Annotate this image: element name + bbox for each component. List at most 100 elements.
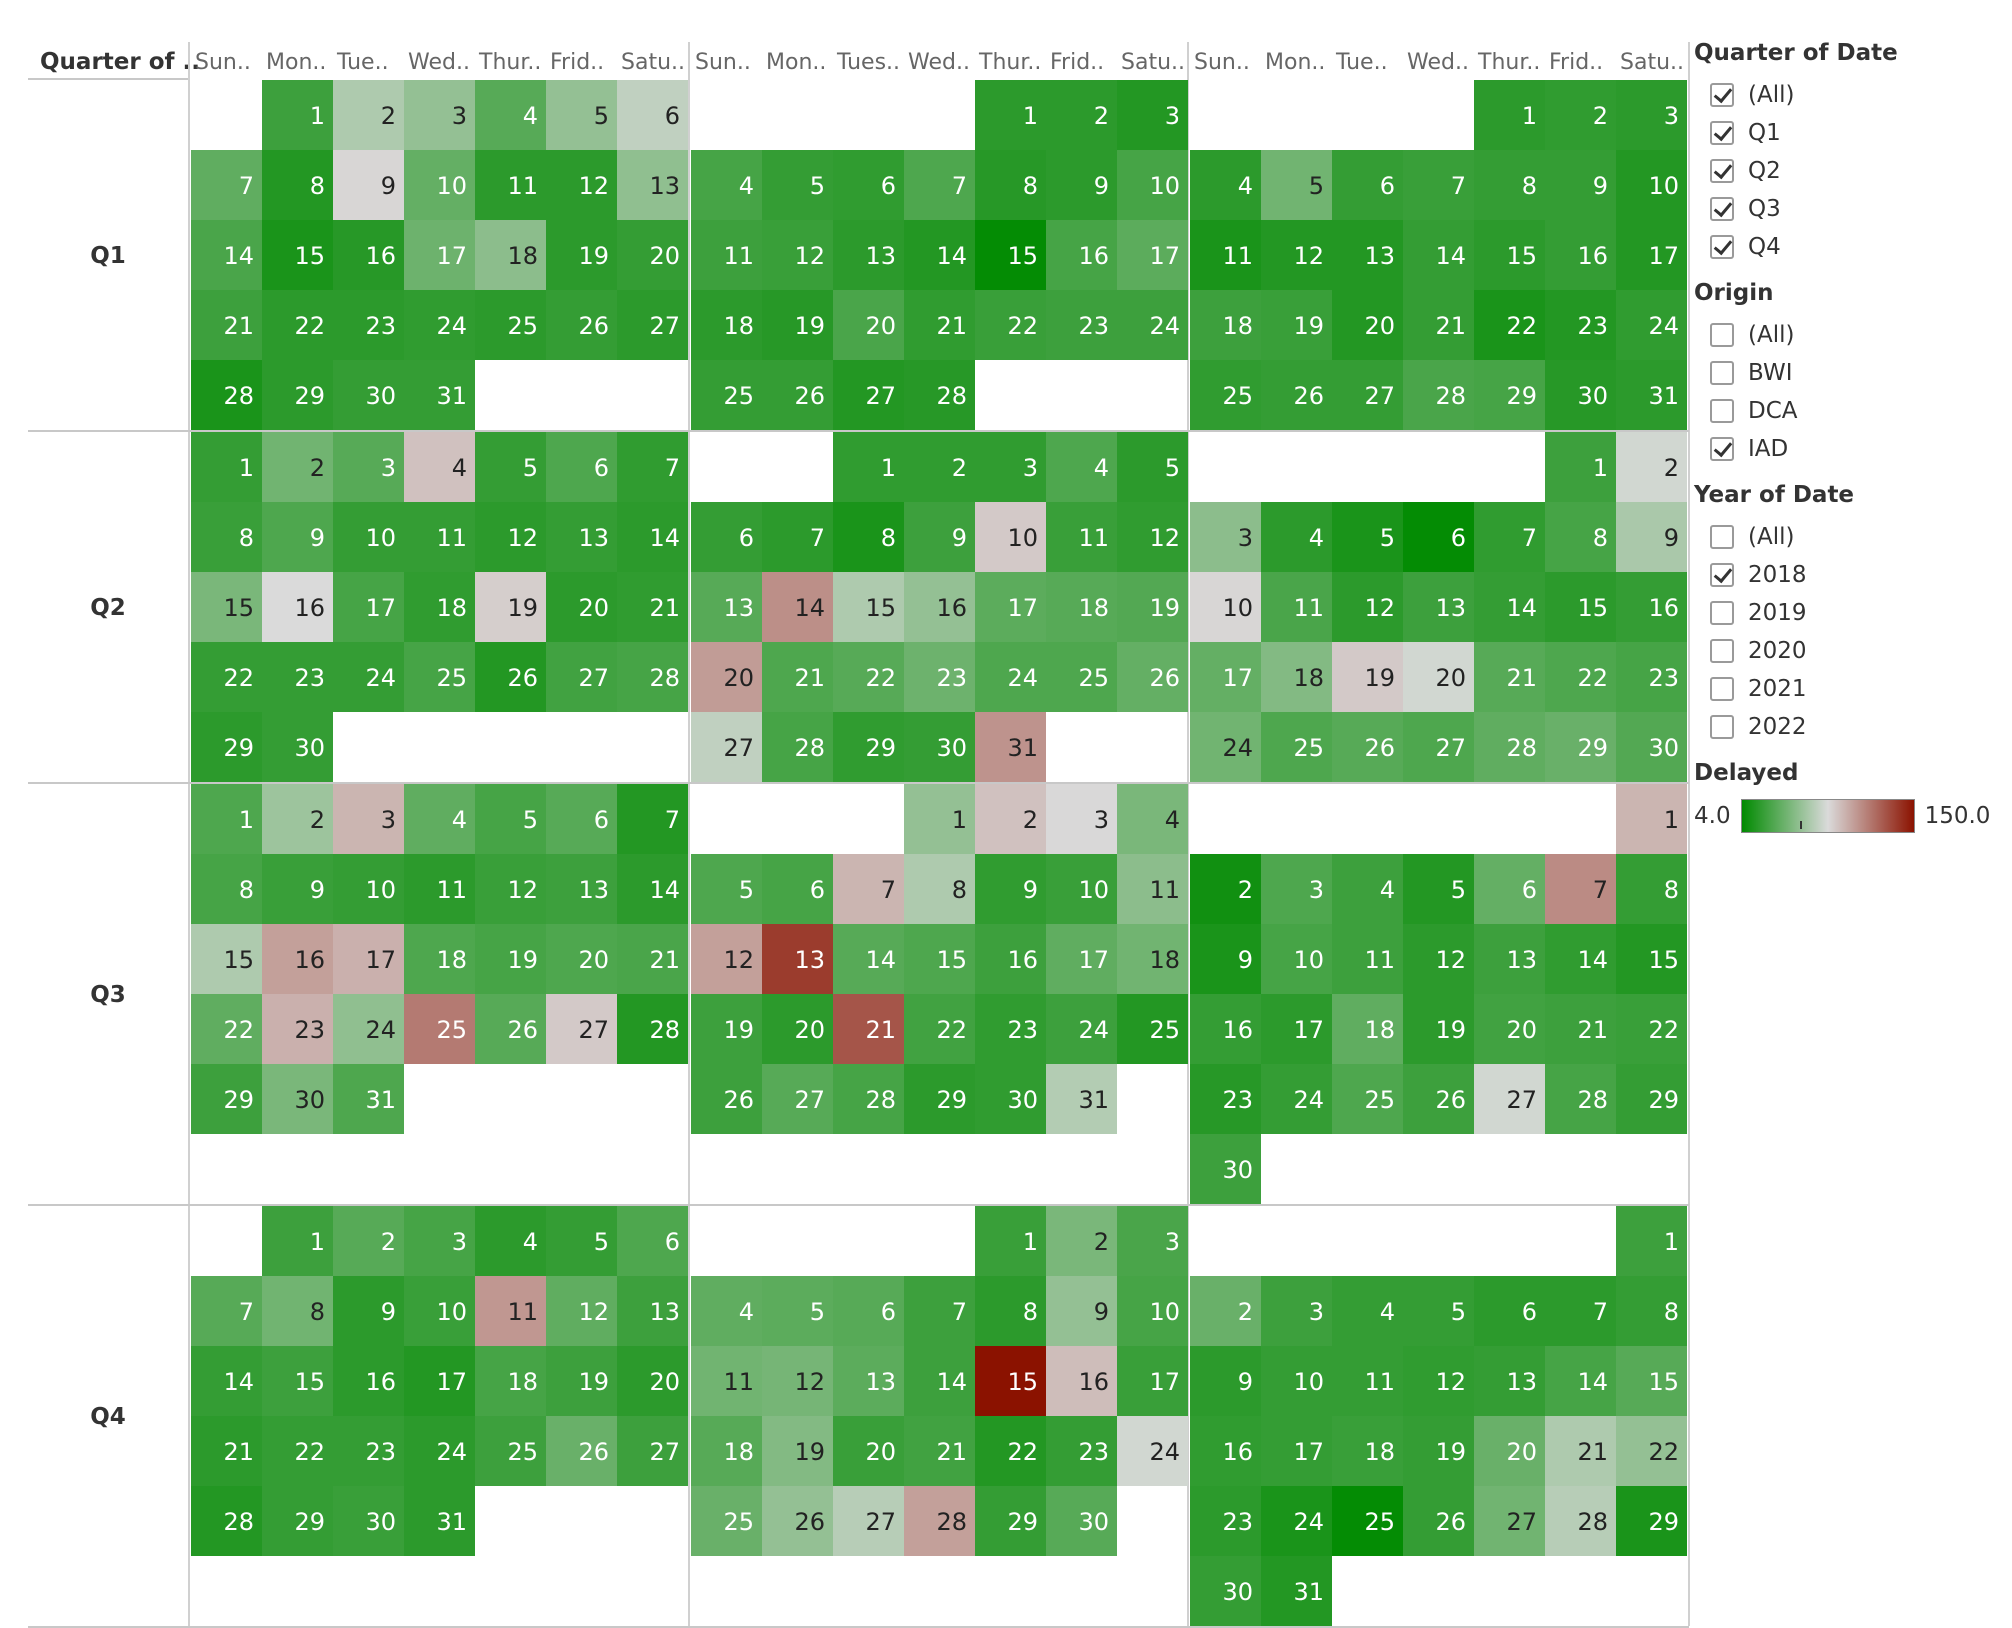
day-number: 24 <box>436 1438 467 1466</box>
day-cell <box>333 642 404 712</box>
day-cell <box>1190 220 1261 290</box>
day-number: 26 <box>578 1438 609 1466</box>
quarter-filter-item[interactable]: Q1 <box>1694 114 2012 152</box>
day-number: 23 <box>1078 312 1109 340</box>
day-number: 25 <box>723 382 754 410</box>
checkbox[interactable] <box>1710 235 1734 259</box>
day-number: 9 <box>310 524 325 552</box>
day-number: 26 <box>1435 1086 1466 1114</box>
quarter-filter-item[interactable]: Q3 <box>1694 190 2012 228</box>
color-legend: Delayed 4.0 150.0 <box>1694 758 2012 836</box>
checkbox[interactable] <box>1710 361 1734 385</box>
day-number: 18 <box>507 242 538 270</box>
year-filter-item[interactable]: 2021 <box>1694 670 2012 708</box>
day-number: 12 <box>1364 594 1395 622</box>
quarter-filter-label: Q4 <box>1748 234 1781 260</box>
checkbox[interactable] <box>1710 399 1734 423</box>
origin-filter-label: (All) <box>1748 322 1795 348</box>
day-number: 17 <box>1149 1368 1180 1396</box>
year-filter-item[interactable]: 2018 <box>1694 556 2012 594</box>
day-number: 14 <box>865 946 896 974</box>
quarter-filter-item[interactable]: Q2 <box>1694 152 2012 190</box>
checkbox[interactable] <box>1710 121 1734 145</box>
quarter-filter-label: (All) <box>1748 82 1795 108</box>
checkbox[interactable] <box>1710 715 1734 739</box>
day-cell <box>691 150 762 220</box>
day-cell <box>1332 994 1403 1064</box>
day-number: 19 <box>1293 312 1324 340</box>
day-number: 26 <box>794 382 825 410</box>
day-number: 13 <box>649 1298 680 1326</box>
day-number: 6 <box>594 806 609 834</box>
day-number: 18 <box>1149 946 1180 974</box>
year-filter-item[interactable]: (All) <box>1694 518 2012 556</box>
year-filter-item[interactable]: 2020 <box>1694 632 2012 670</box>
day-cell <box>1474 220 1545 290</box>
day-cell <box>1616 712 1687 782</box>
day-cell <box>1332 220 1403 290</box>
day-cell <box>691 572 762 642</box>
day-number: 3 <box>1664 102 1679 130</box>
day-cell <box>904 1276 975 1346</box>
day-number: 17 <box>1648 242 1679 270</box>
year-filter-label: (All) <box>1748 524 1795 550</box>
day-number: 10 <box>365 876 396 904</box>
day-cell <box>546 572 617 642</box>
checkbox[interactable] <box>1710 677 1734 701</box>
checkbox[interactable] <box>1710 563 1734 587</box>
day-number: 26 <box>1435 1508 1466 1536</box>
day-cell <box>404 80 475 150</box>
day-number: 4 <box>1238 172 1253 200</box>
day-cell <box>1332 1276 1403 1346</box>
day-number: 23 <box>294 1016 325 1044</box>
origin-filter-item[interactable]: (All) <box>1694 316 2012 354</box>
checkbox[interactable] <box>1710 159 1734 183</box>
day-cell <box>1190 1134 1261 1204</box>
day-cell <box>1545 360 1616 430</box>
day-cell <box>904 1064 975 1134</box>
day-number: 6 <box>1451 524 1466 552</box>
checkbox[interactable] <box>1710 83 1734 107</box>
day-number: 7 <box>239 1298 254 1326</box>
day-cell <box>191 150 262 220</box>
day-number: 11 <box>723 1368 754 1396</box>
day-cell <box>1117 150 1188 220</box>
checkbox[interactable] <box>1710 525 1734 549</box>
day-cell <box>904 572 975 642</box>
year-filter-item[interactable]: 2019 <box>1694 594 2012 632</box>
origin-filter-item[interactable]: BWI <box>1694 354 2012 392</box>
checkbox[interactable] <box>1710 323 1734 347</box>
day-number: 2 <box>952 454 967 482</box>
origin-filter-item[interactable]: DCA <box>1694 392 2012 430</box>
day-cell <box>1117 784 1188 854</box>
day-number: 21 <box>1435 312 1466 340</box>
day-number: 14 <box>1577 1368 1608 1396</box>
day-cell <box>404 290 475 360</box>
checkbox[interactable] <box>1710 437 1734 461</box>
day-cell <box>1117 220 1188 290</box>
day-number: 8 <box>310 172 325 200</box>
checkbox[interactable] <box>1710 197 1734 221</box>
day-cell <box>546 290 617 360</box>
day-cell <box>833 432 904 502</box>
day-cell <box>691 924 762 994</box>
day-cell <box>262 432 333 502</box>
day-number: 20 <box>1435 664 1466 692</box>
day-cell <box>1616 572 1687 642</box>
origin-filter-item[interactable]: IAD <box>1694 430 2012 468</box>
quarter-filter-item[interactable]: (All) <box>1694 76 2012 114</box>
year-filter-item[interactable]: 2022 <box>1694 708 2012 746</box>
checkbox[interactable] <box>1710 601 1734 625</box>
day-number: 20 <box>578 594 609 622</box>
day-cell <box>762 642 833 712</box>
checkbox[interactable] <box>1710 639 1734 663</box>
weekday-label: Tue.. <box>336 50 389 75</box>
day-number: 11 <box>1364 946 1395 974</box>
day-cell <box>333 502 404 572</box>
day-number: 15 <box>223 946 254 974</box>
day-cell <box>1332 572 1403 642</box>
quarter-filter-item[interactable]: Q4 <box>1694 228 2012 266</box>
day-cell <box>833 1486 904 1556</box>
day-number: 15 <box>1577 594 1608 622</box>
day-cell <box>1403 642 1474 712</box>
